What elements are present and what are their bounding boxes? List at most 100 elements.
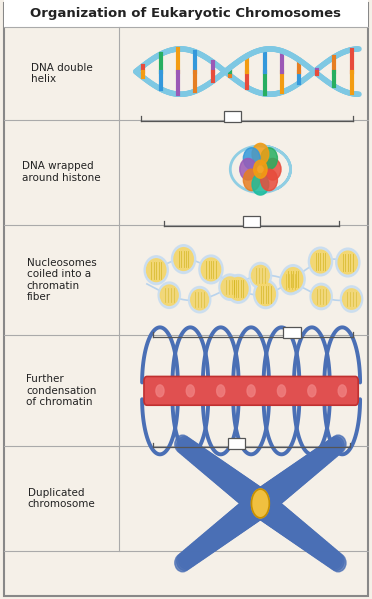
Ellipse shape bbox=[209, 460, 228, 483]
Circle shape bbox=[251, 489, 269, 518]
Ellipse shape bbox=[253, 493, 276, 521]
Ellipse shape bbox=[303, 453, 321, 474]
Ellipse shape bbox=[261, 169, 278, 190]
Ellipse shape bbox=[220, 468, 241, 493]
Ellipse shape bbox=[267, 477, 289, 503]
Ellipse shape bbox=[156, 385, 164, 397]
FancyBboxPatch shape bbox=[4, 0, 368, 27]
Ellipse shape bbox=[311, 250, 330, 273]
Ellipse shape bbox=[186, 385, 195, 397]
Ellipse shape bbox=[230, 476, 251, 501]
Ellipse shape bbox=[194, 537, 211, 558]
Ellipse shape bbox=[222, 513, 243, 537]
Ellipse shape bbox=[257, 496, 280, 523]
Ellipse shape bbox=[189, 286, 211, 313]
Ellipse shape bbox=[239, 498, 262, 525]
Ellipse shape bbox=[280, 268, 302, 295]
Ellipse shape bbox=[343, 289, 360, 309]
Ellipse shape bbox=[264, 159, 281, 180]
Ellipse shape bbox=[207, 459, 226, 481]
Ellipse shape bbox=[186, 443, 203, 463]
Ellipse shape bbox=[297, 527, 316, 549]
Ellipse shape bbox=[282, 467, 303, 491]
Ellipse shape bbox=[174, 248, 193, 271]
Ellipse shape bbox=[315, 542, 333, 562]
Ellipse shape bbox=[286, 464, 307, 488]
Ellipse shape bbox=[301, 455, 320, 476]
Ellipse shape bbox=[269, 476, 291, 501]
Ellipse shape bbox=[278, 470, 299, 494]
Ellipse shape bbox=[186, 544, 203, 564]
Bar bbox=[228, 438, 245, 449]
Bar bbox=[224, 111, 241, 122]
Ellipse shape bbox=[221, 277, 239, 297]
Ellipse shape bbox=[231, 477, 254, 503]
Ellipse shape bbox=[248, 489, 272, 518]
Ellipse shape bbox=[261, 148, 278, 170]
Ellipse shape bbox=[265, 503, 288, 529]
Ellipse shape bbox=[257, 484, 280, 511]
Ellipse shape bbox=[272, 507, 293, 533]
Ellipse shape bbox=[311, 539, 329, 559]
Ellipse shape bbox=[308, 247, 333, 276]
Ellipse shape bbox=[179, 550, 195, 569]
Ellipse shape bbox=[291, 462, 310, 485]
Ellipse shape bbox=[243, 169, 260, 190]
Ellipse shape bbox=[250, 491, 275, 519]
Ellipse shape bbox=[320, 442, 337, 461]
Ellipse shape bbox=[198, 534, 216, 555]
Ellipse shape bbox=[239, 482, 262, 509]
Ellipse shape bbox=[326, 438, 342, 456]
Ellipse shape bbox=[243, 485, 266, 513]
Ellipse shape bbox=[216, 466, 237, 489]
Ellipse shape bbox=[233, 503, 256, 529]
Ellipse shape bbox=[201, 455, 220, 476]
Ellipse shape bbox=[326, 550, 342, 569]
Ellipse shape bbox=[231, 504, 254, 530]
Ellipse shape bbox=[190, 446, 207, 467]
Ellipse shape bbox=[310, 283, 332, 310]
Ellipse shape bbox=[209, 524, 228, 547]
Ellipse shape bbox=[240, 159, 257, 180]
Ellipse shape bbox=[265, 478, 288, 504]
Ellipse shape bbox=[269, 506, 291, 531]
Ellipse shape bbox=[226, 473, 247, 498]
Ellipse shape bbox=[310, 537, 327, 558]
FancyBboxPatch shape bbox=[144, 376, 358, 405]
Ellipse shape bbox=[295, 526, 314, 548]
Ellipse shape bbox=[248, 489, 272, 518]
Ellipse shape bbox=[207, 526, 226, 548]
Ellipse shape bbox=[177, 552, 193, 570]
Ellipse shape bbox=[188, 445, 205, 465]
Ellipse shape bbox=[314, 540, 331, 561]
Ellipse shape bbox=[311, 447, 329, 468]
Ellipse shape bbox=[324, 549, 340, 568]
Ellipse shape bbox=[254, 280, 278, 308]
Ellipse shape bbox=[282, 271, 300, 292]
Ellipse shape bbox=[328, 552, 344, 570]
Ellipse shape bbox=[171, 245, 196, 274]
Ellipse shape bbox=[254, 485, 278, 513]
Ellipse shape bbox=[252, 143, 269, 165]
Ellipse shape bbox=[261, 500, 284, 526]
Ellipse shape bbox=[201, 531, 220, 552]
Ellipse shape bbox=[179, 438, 195, 456]
Ellipse shape bbox=[196, 536, 214, 556]
Ellipse shape bbox=[217, 385, 225, 397]
Ellipse shape bbox=[233, 478, 256, 504]
Ellipse shape bbox=[243, 148, 260, 170]
Ellipse shape bbox=[218, 516, 239, 540]
Ellipse shape bbox=[318, 544, 335, 564]
Ellipse shape bbox=[184, 442, 201, 461]
Ellipse shape bbox=[229, 277, 248, 300]
Ellipse shape bbox=[263, 501, 286, 527]
Ellipse shape bbox=[246, 488, 270, 516]
Ellipse shape bbox=[222, 470, 243, 494]
Ellipse shape bbox=[307, 450, 325, 471]
Ellipse shape bbox=[340, 286, 363, 312]
Text: DNA wrapped
around histone: DNA wrapped around histone bbox=[22, 161, 101, 183]
Ellipse shape bbox=[244, 493, 268, 521]
Ellipse shape bbox=[318, 443, 335, 463]
Text: Organization of Eukaryotic Chromosomes: Organization of Eukaryotic Chromosomes bbox=[31, 7, 341, 20]
Ellipse shape bbox=[283, 268, 303, 291]
